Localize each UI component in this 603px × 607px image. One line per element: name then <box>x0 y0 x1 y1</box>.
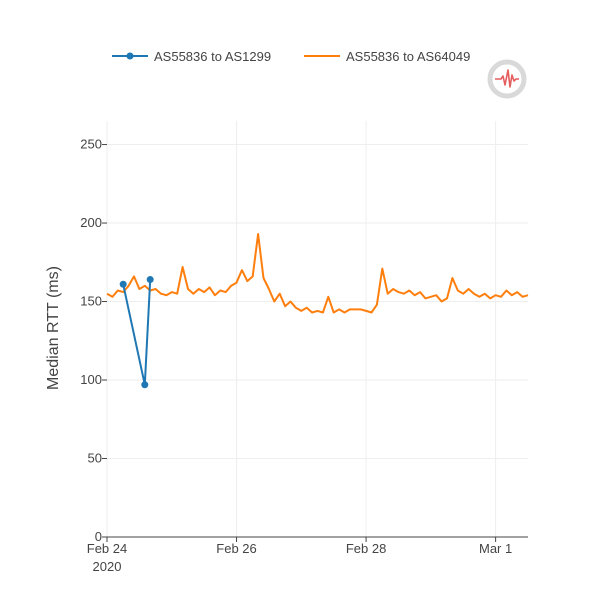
legend[interactable]: AS55836 to AS1299 AS55836 to AS64049 <box>112 49 470 64</box>
grid-lines <box>106 121 528 537</box>
seismograph-logo-icon[interactable] <box>487 59 527 99</box>
data-point[interactable] <box>146 276 154 284</box>
legend-item[interactable]: AS55836 to AS1299 <box>112 49 271 64</box>
x-tick-sublabel: 2020 <box>93 559 122 574</box>
series-as55836-to-as1299 <box>119 276 154 389</box>
y-axis-title: Median RTT (ms) <box>45 266 62 390</box>
y-tick-label: 150 <box>80 294 102 309</box>
y-tick-label: 50 <box>88 451 102 466</box>
legend-marker <box>126 52 134 60</box>
legend-item[interactable]: AS55836 to AS64049 <box>304 49 470 64</box>
series-layer <box>106 233 529 389</box>
series-line[interactable] <box>106 233 529 314</box>
data-point[interactable] <box>119 280 127 288</box>
y-tick-label: 200 <box>80 215 102 230</box>
y-tick-label: 250 <box>80 137 102 152</box>
x-axis-ticks: Feb 24 2020 Feb 26 Feb 28 Mar 1 <box>87 537 512 574</box>
series-as55836-to-as64049 <box>106 233 529 314</box>
data-point[interactable] <box>141 381 149 389</box>
x-tick-label: Feb 24 <box>87 541 127 556</box>
x-tick-label: Mar 1 <box>479 541 512 556</box>
series-line[interactable] <box>122 279 152 386</box>
legend-label: AS55836 to AS64049 <box>346 49 470 64</box>
legend-label: AS55836 to AS1299 <box>154 49 271 64</box>
y-tick-label: 100 <box>80 372 102 387</box>
y-tick-label: 0 <box>95 529 102 544</box>
x-tick-label: Feb 28 <box>346 541 386 556</box>
x-tick-label: Feb 26 <box>216 541 256 556</box>
y-axis-ticks: 0 50 100 150 200 250 <box>80 137 107 544</box>
